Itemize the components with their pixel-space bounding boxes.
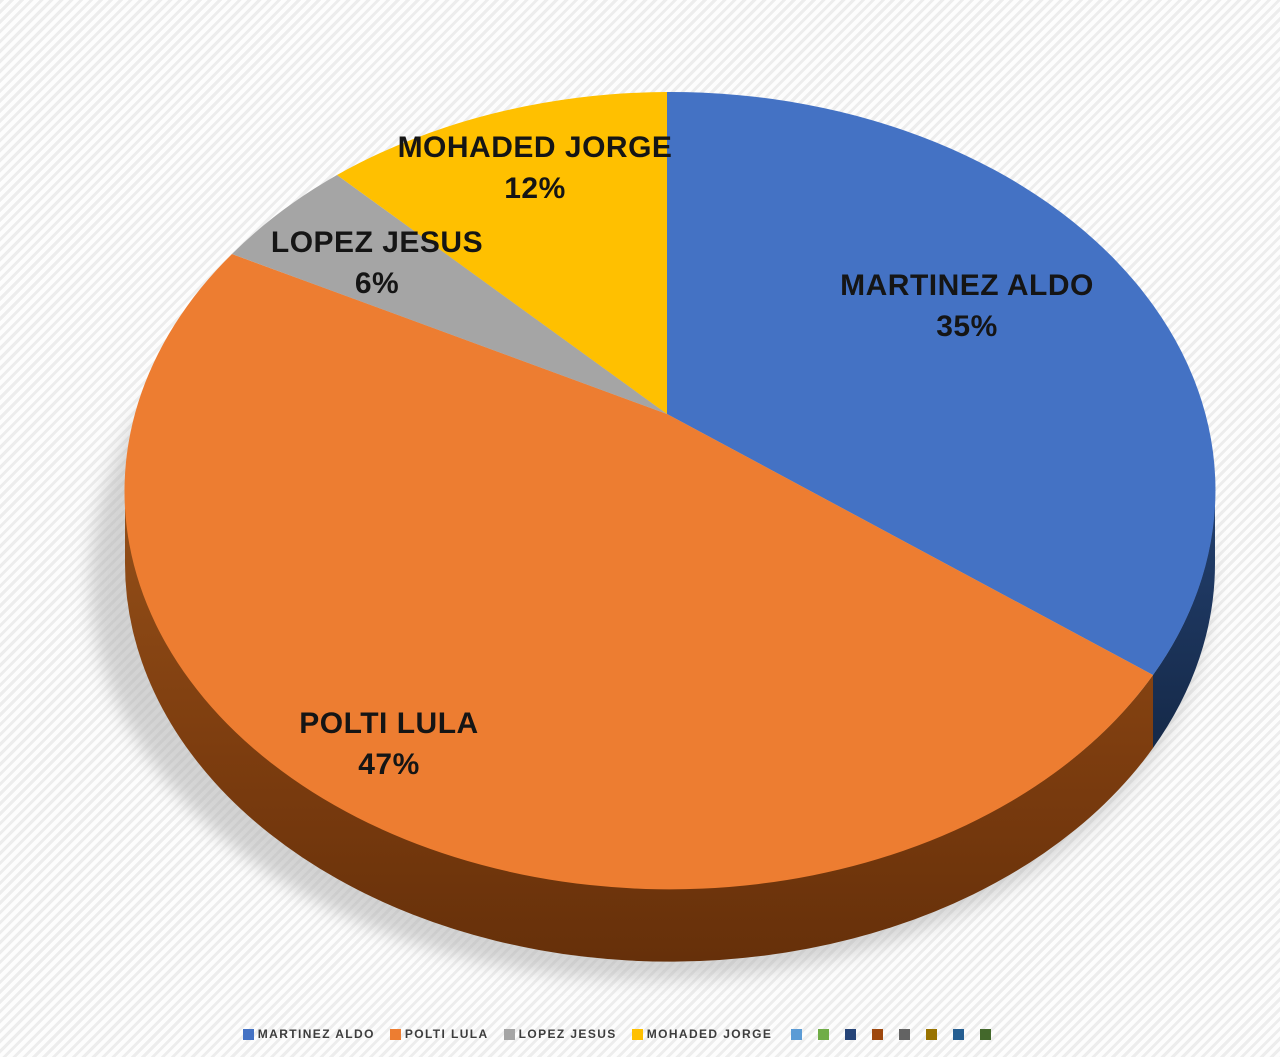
legend-item-mohaded-jorge: MOHADED JORGE <box>631 1027 773 1041</box>
pie-side-martinez-aldo <box>1153 490 1216 748</box>
slice-label-percent: 35% <box>936 310 998 343</box>
legend-item-martinez-aldo: MARTINEZ ALDO <box>242 1027 375 1041</box>
legend-swatch-icon <box>980 1028 992 1040</box>
slice-label-percent: 6% <box>354 267 400 300</box>
legend-swatch-icon <box>872 1028 884 1040</box>
slice-label-name: POLTI LULA <box>299 707 479 740</box>
legend-swatch-icon <box>953 1028 965 1040</box>
legend-item-polti-lula: POLTI LULA <box>389 1027 489 1041</box>
slice-label-name: MOHADED JORGE <box>397 131 673 164</box>
legend-item-lopez-jesus: LOPEZ JESUS <box>503 1027 617 1041</box>
legend-swatch-icon <box>631 1028 643 1040</box>
slice-label-lopez-jesus: LOPEZ JESUS 6% <box>271 222 483 304</box>
legend-swatch-icon <box>242 1028 254 1040</box>
legend-swatch-icon <box>503 1028 515 1040</box>
slice-label-polti-lula: POLTI LULA 47% <box>299 703 478 785</box>
slice-label-martinez-aldo: MARTINEZ ALDO 35% <box>840 265 1094 347</box>
legend-extra-swatches <box>791 1028 992 1040</box>
slice-label-name: MARTINEZ ALDO <box>840 269 1094 302</box>
slice-label-percent: 47% <box>358 748 420 781</box>
legend-label: MOHADED JORGE <box>646 1027 773 1041</box>
slice-label-name: LOPEZ JESUS <box>270 226 484 259</box>
slice-label-mohaded-jorge: MOHADED JORGE 12% <box>398 127 673 209</box>
legend-label: POLTI LULA <box>404 1027 489 1041</box>
legend-swatch-icon <box>389 1028 401 1040</box>
pie-slice-lopez-jesus <box>232 175 667 414</box>
legend-swatch-icon <box>899 1028 911 1040</box>
slice-label-percent: 12% <box>504 172 566 205</box>
legend-swatch-icon <box>791 1028 803 1040</box>
pie-slice-polti-lula <box>124 254 1153 890</box>
pie-slice-martinez-aldo <box>667 91 1216 675</box>
pie-slice-mohaded-jorge <box>337 92 667 414</box>
legend-swatch-icon <box>926 1028 938 1040</box>
chart-legend: MARTINEZ ALDO POLTI LULA LOPEZ JESUS MOH… <box>0 1027 1234 1041</box>
legend-label: LOPEZ JESUS <box>518 1027 617 1041</box>
pie-side-polti-lula <box>124 490 1154 962</box>
legend-swatch-icon <box>818 1028 830 1040</box>
legend-swatch-icon <box>845 1028 857 1040</box>
legend-label: MARTINEZ ALDO <box>257 1027 375 1041</box>
